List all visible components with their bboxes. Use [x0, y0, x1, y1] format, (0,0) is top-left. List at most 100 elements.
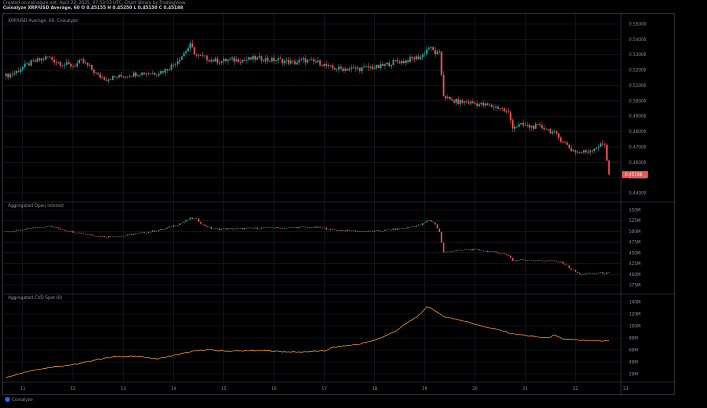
candle-body	[518, 124, 520, 127]
candle-body	[306, 59, 309, 63]
candle-body	[449, 97, 451, 100]
candle-body	[168, 69, 171, 71]
candle-body	[197, 54, 200, 56]
candle-body	[490, 104, 493, 107]
oi-bar	[42, 227, 45, 228]
oi-bar	[49, 225, 51, 227]
candle-body	[336, 69, 338, 71]
oi-bar	[503, 253, 506, 254]
oi-bar	[388, 229, 390, 231]
oi-bar	[543, 260, 545, 262]
value-tick-label: 400M	[629, 272, 641, 277]
cvd-line	[5, 306, 610, 379]
candle-body	[199, 54, 202, 56]
oi-bar	[346, 229, 348, 232]
candle-body	[434, 50, 437, 54]
candle-body	[528, 124, 531, 128]
oi-bar	[250, 227, 252, 229]
oi-bar	[290, 227, 292, 228]
candle-body	[292, 60, 294, 62]
candle-body	[493, 106, 495, 108]
oi-bar	[262, 227, 265, 229]
candle-body	[365, 66, 367, 68]
oi-bar	[432, 221, 434, 223]
candle-body	[166, 69, 169, 71]
candle-body	[545, 128, 547, 130]
candle-body	[51, 57, 53, 60]
candle-body	[239, 62, 242, 63]
oi-bar	[465, 249, 468, 251]
oi-bar	[296, 227, 298, 229]
footer-brand-label: Coinalyze	[12, 398, 33, 403]
oi-bar	[279, 227, 281, 229]
candle-body	[604, 144, 606, 146]
oi-bar	[118, 236, 120, 237]
candle-body	[423, 53, 426, 55]
candle-body	[95, 72, 97, 74]
candle-body	[13, 73, 16, 75]
oi-bar	[32, 227, 34, 229]
candle-body	[539, 124, 541, 126]
candle-body	[143, 72, 145, 75]
oi-bar	[587, 272, 589, 274]
candle-body	[560, 137, 562, 142]
oi-bar	[606, 272, 608, 274]
oi-bar	[120, 235, 122, 237]
oi-bar	[156, 231, 158, 232]
candle-body	[170, 64, 173, 70]
oi-bar	[375, 230, 378, 231]
oi-bar	[319, 226, 321, 228]
value-tick-label: 0.52000	[629, 68, 647, 73]
oi-bar	[237, 228, 240, 229]
candle-body	[587, 151, 589, 153]
candle-body	[214, 58, 217, 62]
chart-canvas[interactable]: 0.45188 11 12 13 14 15 16 17 18 19 20 21 22 23 0.5500…	[3, 14, 676, 396]
candle-body	[576, 151, 579, 153]
candle-body	[7, 73, 9, 78]
oi-bar	[241, 227, 244, 230]
candle-body	[543, 128, 545, 130]
oi-bar	[505, 253, 508, 255]
oi-bar	[40, 227, 43, 228]
candle-body	[262, 60, 265, 62]
oi-bar	[468, 249, 470, 251]
candle-body	[388, 62, 390, 67]
oi-bar	[91, 234, 93, 236]
candle-body	[202, 55, 204, 56]
oi-bar	[553, 260, 556, 262]
candle-body	[562, 141, 564, 143]
candle-body	[254, 56, 256, 60]
candle-body	[574, 150, 577, 153]
oi-bar	[539, 259, 541, 261]
chart-frame[interactable]: 0.45188 11 12 13 14 15 16 17 18 19 20 21 22 23 0.5500…	[2, 13, 676, 396]
candle-body	[325, 63, 328, 67]
candle-body	[296, 62, 298, 65]
oi-bar	[329, 228, 332, 230]
candle-body	[139, 75, 141, 76]
candle-body	[80, 59, 83, 61]
oi-bar	[158, 230, 160, 232]
oi-bar	[143, 232, 145, 234]
candle-body	[495, 106, 497, 108]
footer-brand[interactable]: Coinalyze	[5, 397, 33, 403]
candle-body	[120, 74, 122, 77]
oi-bar	[377, 230, 380, 232]
candle-body	[409, 56, 411, 63]
candle-body	[310, 59, 313, 60]
oi-bar	[116, 236, 118, 238]
oi-bar	[130, 234, 133, 236]
candle-body	[465, 101, 468, 103]
candle-body	[371, 66, 374, 69]
oi-bar	[306, 227, 309, 228]
candle-body	[145, 73, 148, 75]
candle-body	[480, 102, 483, 105]
value-tick-label: 425M	[629, 261, 641, 266]
oi-bar	[447, 251, 449, 253]
oi-bar	[390, 229, 392, 231]
oi-bar	[9, 231, 11, 233]
oi-bar	[367, 230, 369, 232]
oi-bar	[507, 254, 510, 256]
oi-bar	[256, 227, 258, 229]
last-price-label: 0.45188	[625, 172, 643, 177]
oi-bar	[11, 231, 13, 233]
